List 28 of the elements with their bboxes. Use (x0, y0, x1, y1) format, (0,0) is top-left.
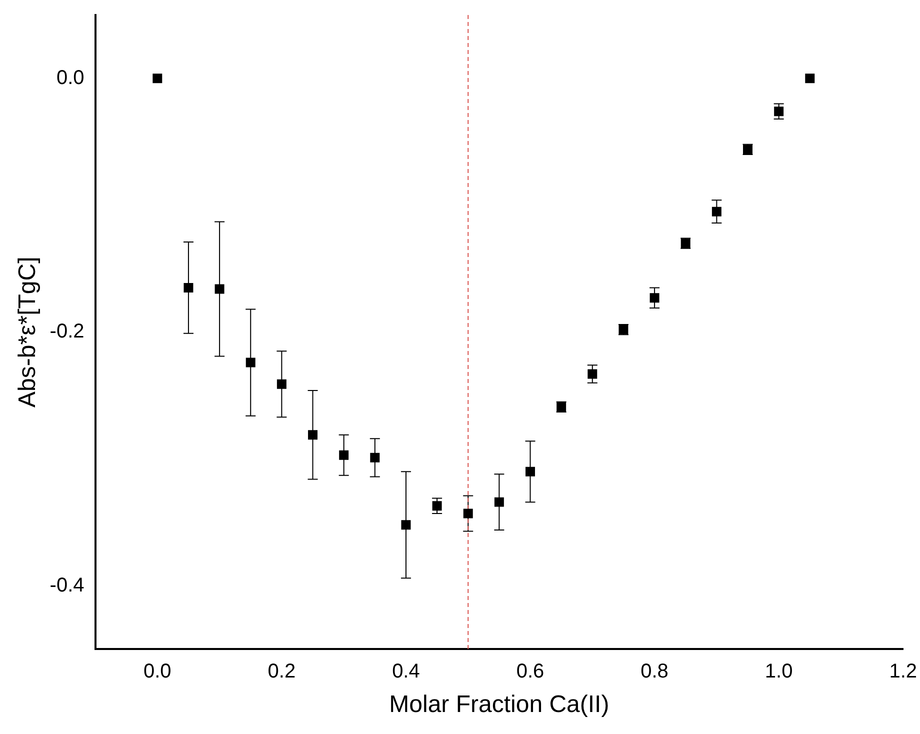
point (526, 466, 535, 476)
x-tick-label: 0.8 (640, 660, 668, 683)
point (805, 74, 815, 84)
y-tick-label: -0.4 (50, 574, 84, 596)
x-tick-label: 0.6 (516, 660, 544, 683)
point (184, 282, 194, 292)
point (494, 497, 504, 507)
point (463, 508, 473, 518)
point (276, 379, 286, 389)
point (246, 358, 256, 368)
point (401, 520, 411, 530)
x-tick-label: 1.2 (889, 660, 918, 683)
x-tick-label: 0.0 (144, 660, 172, 683)
x-tick-label: 0.2 (268, 660, 296, 683)
point (339, 450, 349, 460)
y-axis-title: Abs-b*ε*[TgC] (14, 256, 42, 408)
y-tick-label: 0.0 (56, 66, 84, 89)
y-tick-label: -0.2 (50, 320, 84, 343)
point (214, 284, 224, 294)
point (650, 293, 660, 303)
point (712, 206, 722, 216)
point (308, 430, 318, 440)
point (588, 369, 598, 379)
x-tick-label: 1.0 (764, 660, 793, 683)
x-axis-title: Molar Fraction Ca(II) (389, 691, 610, 718)
x-tick-label: 0.4 (392, 660, 420, 683)
point (152, 74, 162, 84)
point (370, 452, 380, 462)
